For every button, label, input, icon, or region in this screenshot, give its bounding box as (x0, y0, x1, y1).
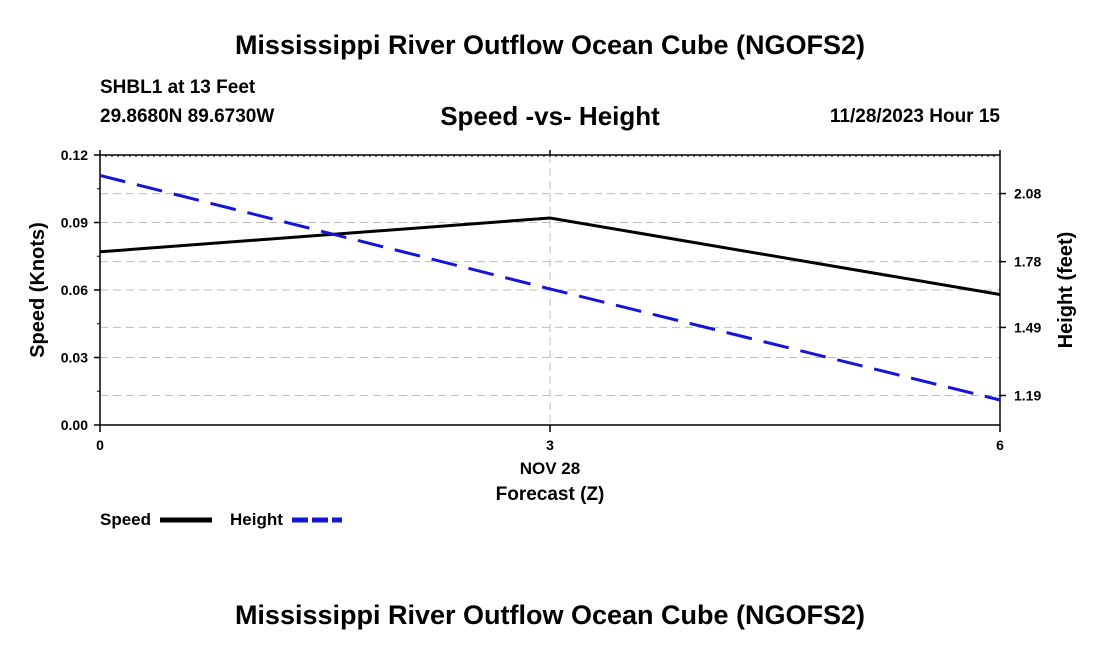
speed-series-line (99, 216, 1001, 296)
chart-title: Speed -vs- Height (440, 101, 660, 131)
y2-tick-label: 1.19 (1014, 388, 1041, 404)
height-series-line (99, 173, 1001, 402)
station-coordinates: 29.8680N 89.6730W (100, 106, 275, 127)
axis-ticks: 0.00 0.03 0.06 0.09 0.12 1.19 1.49 1.78 2.08 0 3 6 (61, 147, 1042, 453)
series-lines (99, 173, 1001, 402)
x-tick-label: 3 (546, 437, 554, 453)
legend-height-label: Height (230, 510, 283, 529)
y-tick-label: 0.00 (61, 417, 88, 433)
main-title: Mississippi River Outflow Ocean Cube (NG… (234, 30, 866, 60)
y-tick-label: 0.12 (61, 147, 88, 163)
y-tick-label: 0.03 (61, 350, 88, 366)
x-tick-label: 6 (996, 437, 1004, 453)
y2-tick-label: 1.78 (1014, 254, 1041, 270)
forecast-datetime: 11/28/2023 Hour 15 (829, 106, 1000, 127)
y-tick-label: 0.06 (61, 282, 88, 298)
x-tick-label: 0 (96, 437, 104, 453)
y2-tick-label: 1.49 (1014, 319, 1041, 335)
legend-speed-label: Speed (100, 510, 151, 529)
station-label: SHBL1 at 13 Feet (100, 77, 256, 98)
x-axis-label: Forecast (Z) (496, 484, 605, 505)
y-tick-label: 0.09 (61, 215, 88, 231)
grid-lines (100, 155, 1000, 425)
footer-title: Mississippi River Outflow Ocean Cube (NG… (234, 600, 866, 630)
y2-tick-label: 2.08 (1014, 186, 1041, 202)
y2-axis-label: Height (feet) (1055, 232, 1077, 349)
y-axis-label: Speed (Knots) (27, 222, 49, 358)
x-date-label: NOV 28 (520, 459, 580, 478)
